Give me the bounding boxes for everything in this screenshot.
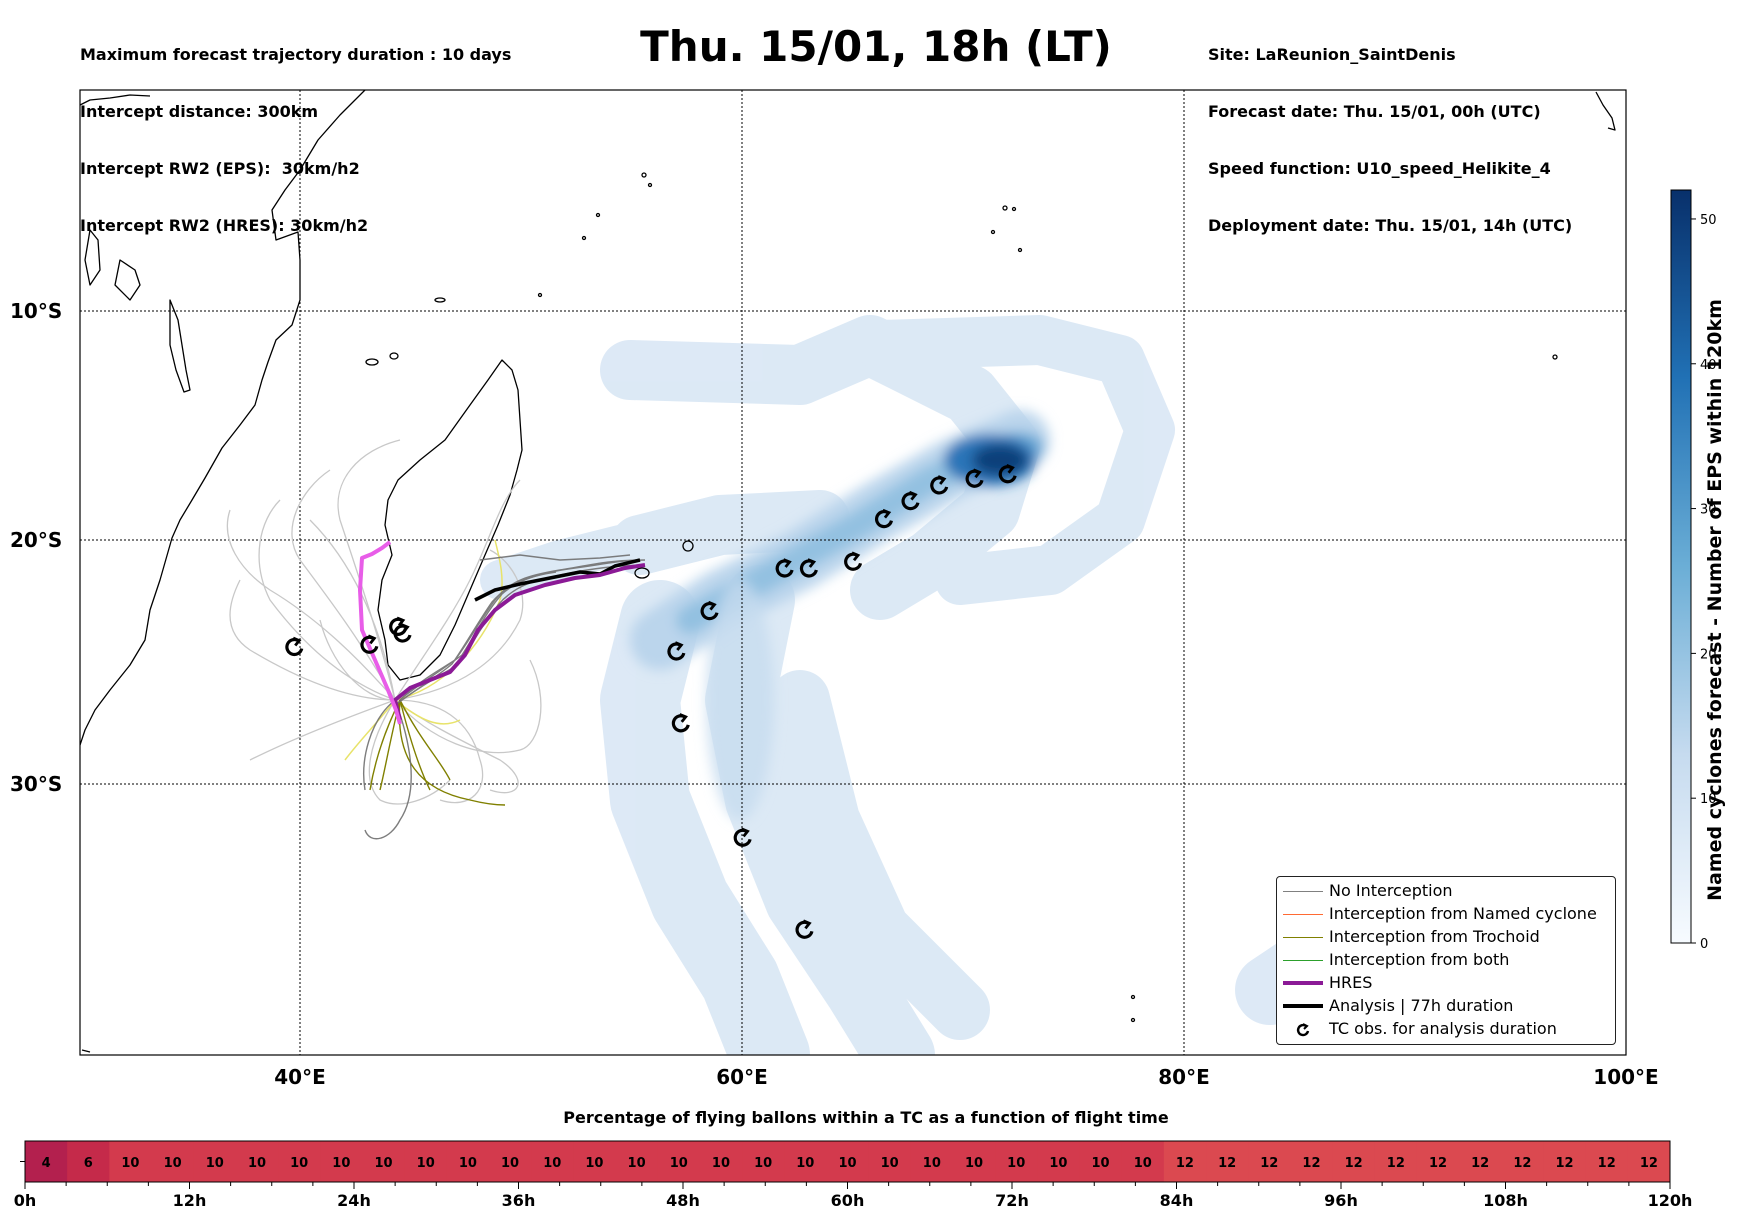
- tc-obs-marker: [360, 634, 379, 654]
- coastlines: [80, 90, 1616, 1053]
- tc-obs-marker: [285, 636, 304, 657]
- colorbar-tick-label: 20: [1700, 647, 1717, 662]
- header-line-site: Site: LaReunion_SaintDenis: [1208, 45, 1456, 64]
- tc-obs-marker: [700, 600, 719, 621]
- lat-label-10s: 10°S: [10, 299, 62, 323]
- header-line-deployment-date: Deployment date: Thu. 15/01, 14h (UTC): [1208, 216, 1573, 235]
- header-line-max-duration: Maximum forecast trajectory duration : 1…: [80, 45, 512, 64]
- tc-symbol-icon: [1296, 1023, 1310, 1037]
- tc-obs-marker: [799, 558, 818, 578]
- colorbar-ticks: 0 10 20 30 40 50: [1691, 213, 1717, 952]
- africa-coastline: [80, 90, 366, 746]
- legend-swatch: [1283, 914, 1323, 915]
- reunion-island: [634, 567, 650, 579]
- tc-obs-marker: [965, 468, 984, 488]
- header-line-rw2-eps: Intercept RW2 (EPS): 30km/h2: [80, 159, 360, 178]
- header-info-right: Site: LaReunion_SaintDenis Forecast date…: [1208, 7, 1572, 254]
- legend-swatch: [1283, 1004, 1323, 1008]
- legend-label: HRES: [1329, 973, 1373, 992]
- legend-item-analysis: Analysis | 77h duration: [1277, 996, 1615, 1019]
- colorbar-tick-label: 10: [1700, 792, 1717, 807]
- colorbar: 0 10 20 30 40 50: [1670, 189, 1717, 952]
- tc-obs-marker: [389, 616, 408, 636]
- legend-item-no-interception: No Interception: [1277, 881, 1615, 904]
- latitude-labels: 10°S 20°S 30°S: [10, 299, 62, 796]
- legend-item-named-cyclone: Interception from Named cyclone: [1277, 904, 1615, 927]
- lon-label-40e: 40°E: [274, 1065, 326, 1089]
- hres-trajectory: [393, 563, 646, 721]
- map-legend: No Interception Interception from Named …: [1276, 876, 1616, 1045]
- header-line-forecast-date: Forecast date: Thu. 15/01, 00h (UTC): [1208, 102, 1541, 121]
- tc-obs-marker: [671, 713, 690, 733]
- legend-swatch: [1283, 937, 1323, 938]
- hres-secondary-trajectory: [358, 540, 402, 725]
- legend-swatch: [1283, 981, 1323, 985]
- colorbar-tick-label: 0: [1700, 937, 1708, 952]
- tc-obs-marker: [844, 551, 863, 571]
- lon-label-100e: 100°E: [1593, 1065, 1658, 1089]
- ensemble-trajectories-light: [226, 439, 542, 805]
- lon-label-80e: 80°E: [1158, 1065, 1210, 1089]
- header-line-rw2-hres: Intercept RW2 (HRES): 30km/h2: [80, 216, 369, 235]
- longitude-labels: 40°E 60°E 80°E 100°E: [274, 1065, 1658, 1089]
- colorbar-tick-label: 30: [1700, 503, 1717, 518]
- legend-swatch: [1283, 891, 1323, 892]
- legend-item-trochoid: Interception from Trochoid: [1277, 927, 1615, 950]
- map-gridlines: [80, 90, 1626, 1055]
- tc-obs-marker: [874, 508, 893, 529]
- tc-obs-marker: [393, 623, 412, 643]
- tc-obs-marker: [775, 558, 794, 578]
- tc-obs-marker: [930, 475, 949, 495]
- strip-title: Percentage of flying ballons within a TC…: [563, 1108, 1169, 1127]
- analysis-trajectory: [474, 558, 641, 602]
- map-frame: [79, 89, 1627, 1056]
- legend-swatch: [1283, 960, 1323, 961]
- tc-observations: [285, 463, 1017, 939]
- cyclone-density-field: [480, 315, 1335, 1055]
- tc-obs-marker: [901, 490, 920, 511]
- legend-label: Analysis | 77h duration: [1329, 996, 1514, 1015]
- colorbar-gradient: [1670, 189, 1692, 944]
- lon-label-60e: 60°E: [716, 1065, 768, 1089]
- legend-label: TC obs. for analysis duration: [1329, 1019, 1557, 1038]
- page-title: Thu. 15/01, 18h (LT): [640, 22, 1112, 71]
- legend-item-tc-obs: TC obs. for analysis duration: [1277, 1019, 1615, 1042]
- legend-label: Interception from Trochoid: [1329, 927, 1540, 946]
- legend-label: Interception from Named cyclone: [1329, 904, 1597, 923]
- header-line-intercept-distance: Intercept distance: 300km: [80, 102, 319, 121]
- colorbar-label: Named cyclones forecast - Number of EPS …: [1704, 299, 1726, 901]
- legend-label: No Interception: [1329, 881, 1453, 900]
- tc-obs-marker: [733, 827, 752, 847]
- legend-label: Interception from both: [1329, 950, 1510, 969]
- colorbar-tick-label: 40: [1700, 358, 1717, 373]
- header-info-left: Maximum forecast trajectory duration : 1…: [80, 7, 511, 254]
- madagascar-coastline: [377, 359, 523, 681]
- lat-label-30s: 30°S: [10, 772, 62, 796]
- tc-obs-marker: [667, 641, 686, 661]
- legend-item-hres: HRES: [1277, 973, 1615, 996]
- colorbar-tick-label: 50: [1700, 213, 1717, 228]
- lat-label-20s: 20°S: [10, 528, 62, 552]
- tc-obs-marker: [998, 463, 1017, 484]
- tc-obs-marker: [795, 919, 814, 939]
- header-line-speed-function: Speed function: U10_speed_Helikite_4: [1208, 159, 1551, 178]
- legend-item-both: Interception from both: [1277, 950, 1615, 973]
